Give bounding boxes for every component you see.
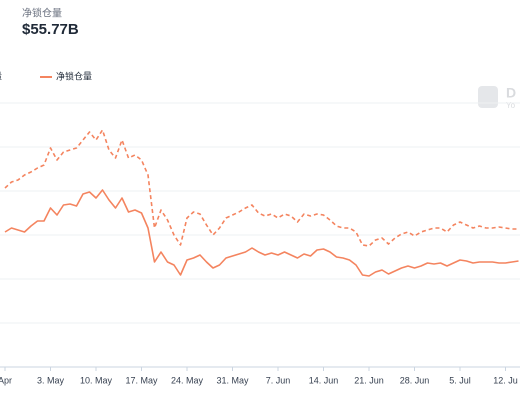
- watermark-mark: D: [506, 85, 516, 101]
- metric-value: $55.77B: [22, 21, 79, 38]
- x-tick-label: 21. Jun: [354, 375, 384, 385]
- legend-label: 量: [0, 71, 2, 81]
- x-tick-label: 12. Ju: [493, 375, 518, 385]
- x-tick-label: 31. May: [216, 375, 249, 385]
- x-tick-label: 3. May: [37, 375, 65, 385]
- series-line: [4, 189, 519, 277]
- x-tick-label: 17. May: [125, 375, 158, 385]
- x-tick-label: Apr: [0, 375, 12, 385]
- legend-label: 净锁仓量: [56, 70, 92, 81]
- series-line: [4, 129, 519, 247]
- x-tick-label: 7. Jun: [266, 375, 291, 385]
- metric-label: 净锁仓量: [22, 7, 62, 20]
- watermark-logo: [478, 86, 498, 108]
- watermark-text: Yo: [506, 101, 516, 110]
- watermark: D Yo: [478, 85, 516, 110]
- x-tick-label: 24. May: [171, 375, 204, 385]
- x-tick-label: 5. Jul: [449, 375, 471, 385]
- x-tick-label: 14. Jun: [309, 375, 339, 385]
- x-tick-label: 10. May: [80, 375, 113, 385]
- x-tick-label: 28. Jun: [400, 375, 430, 385]
